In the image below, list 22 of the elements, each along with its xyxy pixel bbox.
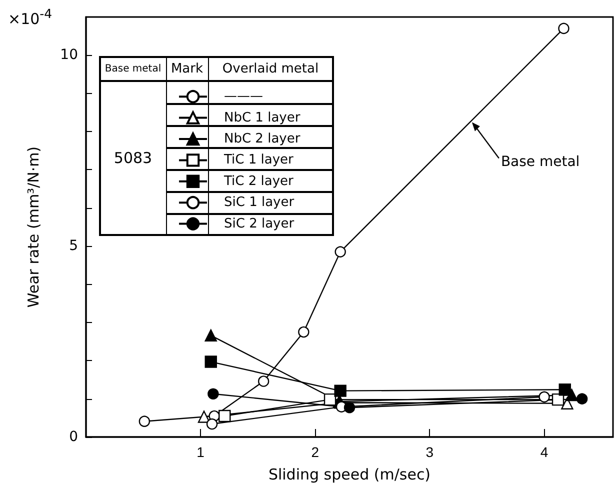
y-tick-label: 10 bbox=[60, 47, 78, 64]
x-tick-label: 4 bbox=[540, 444, 548, 460]
annotation: Overlaid metal bbox=[222, 62, 319, 76]
x-tick-label: 2 bbox=[311, 444, 320, 460]
x-axis-title: Sliding speed (m/sec) bbox=[268, 466, 431, 484]
x-tick-label: 1 bbox=[196, 444, 205, 460]
annotation: Base metal bbox=[500, 154, 580, 170]
legend-label: ——— bbox=[224, 89, 263, 104]
y-tick-label: 5 bbox=[69, 238, 78, 254]
text: ×10$^{-4}$ bbox=[8, 6, 52, 28]
legend-label: NbC 2 layer bbox=[224, 132, 301, 146]
legend-label: SiC 2 layer bbox=[224, 216, 295, 232]
y-tick-label: 0 bbox=[69, 429, 78, 445]
legend-title: Mark bbox=[170, 62, 204, 76]
x-tick-label: 3 bbox=[426, 444, 434, 460]
legend-label: TiC 1 layer bbox=[223, 152, 294, 168]
annotation: Base metal bbox=[104, 64, 162, 74]
legend-label: TiC 2 layer bbox=[223, 174, 294, 189]
legend-label: NbC 1 layer bbox=[224, 110, 301, 126]
y-axis-title: Wear rate (mm³/N·m) bbox=[24, 146, 42, 308]
annotation: 5083 bbox=[114, 149, 152, 167]
legend-label: SiC 1 layer bbox=[224, 195, 295, 210]
